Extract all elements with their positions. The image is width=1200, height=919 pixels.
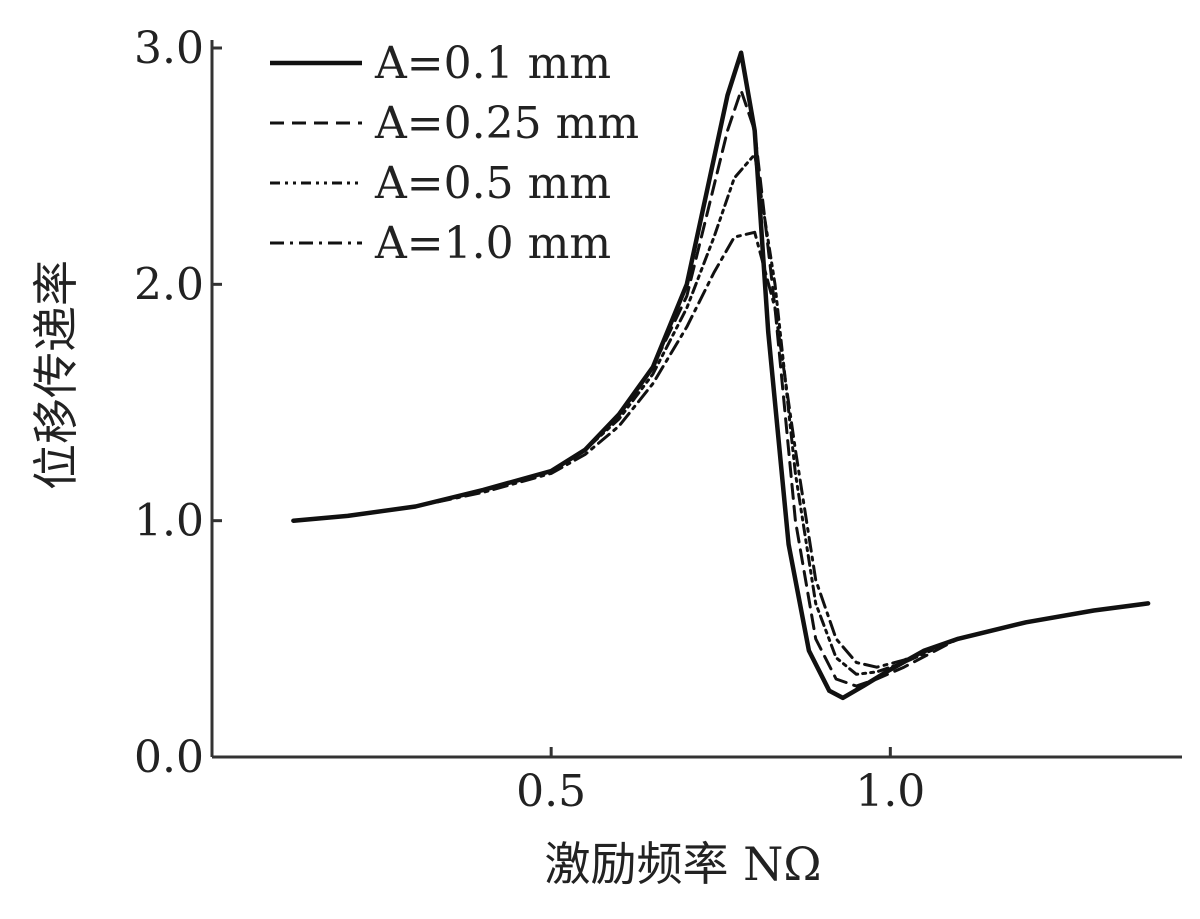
legend-label-1: A=0.1 mm bbox=[374, 38, 611, 89]
legend: A=0.1 mm A=0.25 mm A=0.5 mm A=1.0 mm bbox=[270, 38, 639, 269]
y-tick-label: 1.0 bbox=[134, 496, 204, 547]
series-group bbox=[291, 50, 1151, 701]
x-axis-label: 激励频率 NΩ bbox=[544, 837, 821, 891]
legend-label-2: A=0.25 mm bbox=[374, 98, 639, 149]
ticks: 0.0 1.0 2.0 3.0 0.5 1.0 bbox=[134, 23, 925, 817]
x-tick-label: 1.0 bbox=[855, 766, 925, 817]
y-tick-label: 0.0 bbox=[134, 732, 204, 783]
series-line-4 bbox=[291, 230, 1150, 669]
y-axis-label: 位移传递率 bbox=[29, 260, 83, 490]
x-tick-label: 0.5 bbox=[516, 766, 586, 817]
legend-label-3: A=0.5 mm bbox=[374, 158, 611, 209]
series-line-1 bbox=[291, 50, 1151, 701]
axes bbox=[210, 40, 1182, 759]
y-tick-label: 2.0 bbox=[134, 259, 204, 310]
y-tick-label: 3.0 bbox=[134, 23, 204, 74]
legend-label-4: A=1.0 mm bbox=[374, 218, 611, 269]
